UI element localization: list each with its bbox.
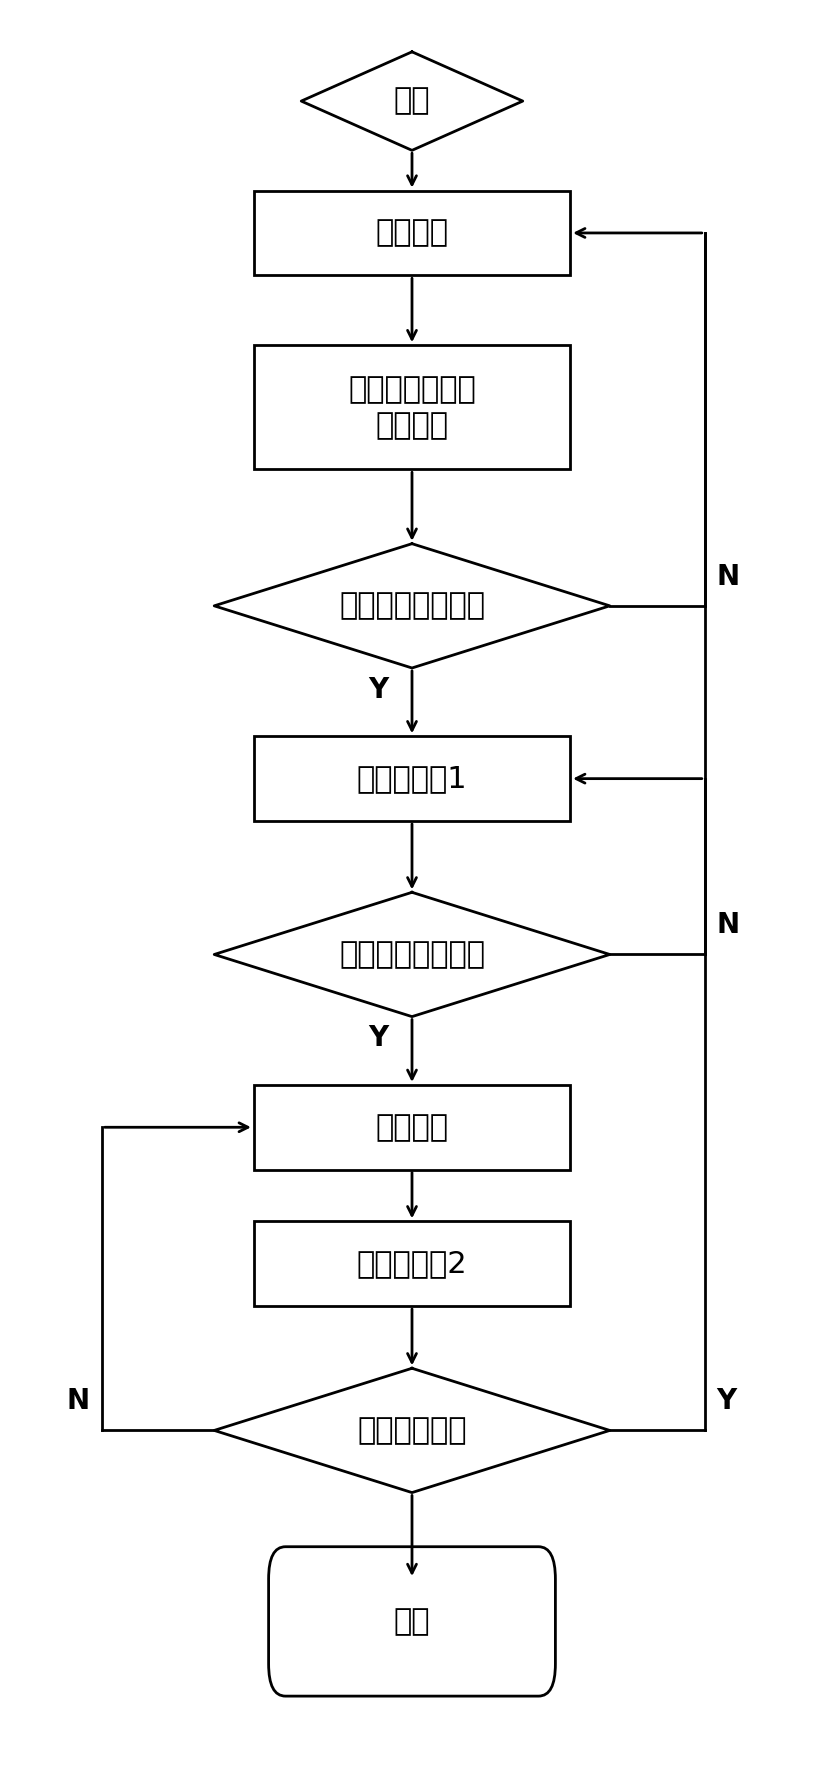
Text: 记录陶瓷玻璃板
振动信号: 记录陶瓷玻璃板 振动信号 xyxy=(348,375,476,439)
Text: 开始: 开始 xyxy=(394,87,430,115)
Bar xyxy=(254,1222,570,1307)
Bar xyxy=(254,191,570,276)
Text: Y: Y xyxy=(717,1387,737,1415)
Text: 启动计时器1: 启动计时器1 xyxy=(357,763,467,793)
Text: 超过设定加热时间: 超过设定加热时间 xyxy=(339,940,485,969)
Text: 暂停加热: 暂停加热 xyxy=(376,1112,448,1142)
Text: 达到设定时间: 达到设定时间 xyxy=(358,1417,466,1445)
Text: Y: Y xyxy=(368,675,389,703)
Text: 结束: 结束 xyxy=(394,1606,430,1636)
Text: N: N xyxy=(717,912,740,939)
Bar xyxy=(254,737,570,822)
Bar xyxy=(254,1086,570,1169)
Text: 加热锅体: 加热锅体 xyxy=(376,218,448,248)
Bar xyxy=(254,345,570,469)
Text: N: N xyxy=(67,1387,90,1415)
Text: 启动计时器2: 启动计时器2 xyxy=(357,1249,467,1279)
Text: Y: Y xyxy=(368,1024,389,1052)
Text: 超过加速度设定值: 超过加速度设定值 xyxy=(339,592,485,620)
Text: N: N xyxy=(717,563,740,592)
FancyBboxPatch shape xyxy=(269,1546,555,1697)
